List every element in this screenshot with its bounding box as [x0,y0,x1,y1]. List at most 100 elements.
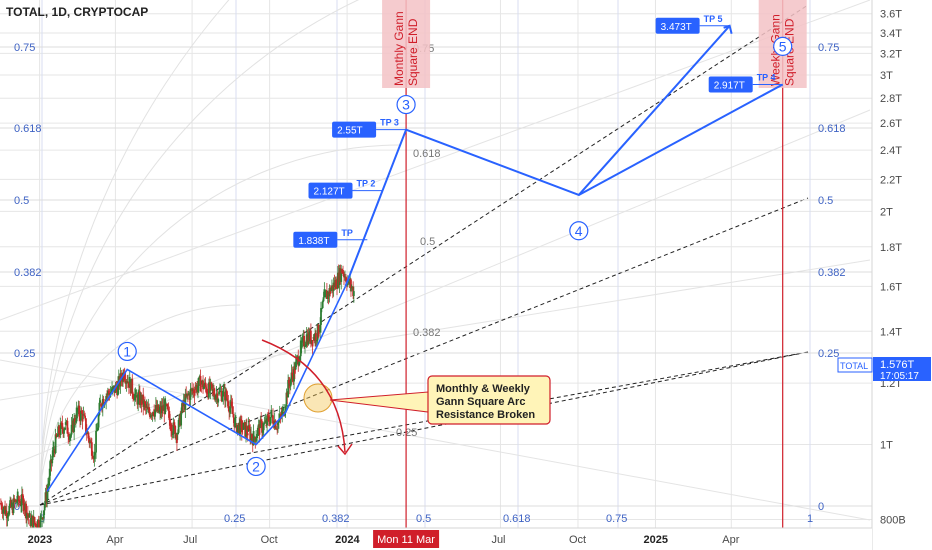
candle-body[interactable] [343,273,345,278]
candle-body[interactable] [204,382,207,388]
candle-body[interactable] [37,519,40,528]
candle-body[interactable] [73,417,76,432]
candle-body[interactable] [169,419,172,430]
candle-body[interactable] [258,424,261,435]
candle-body[interactable] [95,430,98,432]
candle-body[interactable] [74,421,77,423]
candle-body[interactable] [206,388,209,394]
candle-body[interactable] [289,379,292,387]
candle-body[interactable] [2,509,5,514]
candle-body[interactable] [19,501,22,506]
candle-body[interactable] [10,502,13,507]
candle-body[interactable] [218,391,220,395]
candle-body[interactable] [144,401,146,404]
candle-body[interactable] [232,413,235,418]
candle-body[interactable] [54,434,57,454]
candle-body[interactable] [25,503,28,519]
candle-body[interactable] [240,419,242,421]
candle-body[interactable] [34,523,37,525]
candle-body[interactable] [184,394,187,410]
candle-body[interactable] [76,411,79,413]
candle-body[interactable] [107,390,110,394]
candle-body[interactable] [173,422,176,426]
candle-body[interactable] [49,459,52,469]
candle-body[interactable] [287,379,290,398]
candle-body[interactable] [52,447,54,456]
candle-body[interactable] [149,415,152,418]
candle-body[interactable] [21,494,24,499]
candle-body[interactable] [246,433,249,436]
candle-body[interactable] [235,417,237,418]
candle-body[interactable] [281,410,284,417]
candle-body[interactable] [75,407,78,422]
candle-body[interactable] [154,410,156,417]
candle-body[interactable] [105,396,108,403]
candle-body[interactable] [342,270,344,274]
candle-body[interactable] [276,428,279,431]
candle-body[interactable] [223,385,226,389]
candle-body[interactable] [132,393,135,398]
candle-body[interactable] [59,422,62,435]
price-axis[interactable]: 3.6T 3.4T 3.2T 3T 2.8T 2.6T 2.4T 2.2T 2T 1.8T 1.6T… [880,9,906,527]
candle-body[interactable] [5,511,8,519]
candle-body[interactable] [262,423,265,431]
candle-body[interactable] [43,504,46,511]
candle-body[interactable] [167,409,170,412]
candle-body[interactable] [137,394,140,405]
candle-body[interactable] [255,437,258,442]
candle-body[interactable] [67,433,70,437]
candle-body[interactable] [6,516,9,519]
candle-body[interactable] [260,419,263,422]
candle-body[interactable] [15,501,18,503]
candle-body[interactable] [192,389,195,394]
candle-body[interactable] [303,335,306,347]
candle-body[interactable] [293,366,295,382]
candle-body[interactable] [209,382,212,391]
candle-body[interactable] [95,430,97,453]
candle-body[interactable] [133,394,136,401]
candle-body[interactable] [279,413,282,416]
candle-body[interactable] [63,427,66,430]
candle-body[interactable] [87,432,90,439]
candle-body[interactable] [227,401,230,409]
candle-body[interactable] [197,386,199,392]
candle-body[interactable] [165,404,167,407]
price-axis-background[interactable] [872,0,932,550]
candle-body[interactable] [216,393,219,403]
candle-body[interactable] [248,425,251,430]
candle-body[interactable] [93,451,96,460]
candle-body[interactable] [98,402,101,416]
candle-body[interactable] [263,422,266,424]
candle-body[interactable] [330,289,333,291]
candle-body[interactable] [259,419,262,429]
candle-body[interactable] [240,420,243,433]
candle-body[interactable] [170,424,173,435]
candle-body[interactable] [202,380,204,390]
candle-body[interactable] [274,420,277,429]
candle-body[interactable] [55,434,58,437]
candle-body[interactable] [220,391,223,401]
candle-body[interactable] [322,297,325,302]
candle-body[interactable] [12,498,15,514]
candle-body[interactable] [33,516,36,524]
candle-body[interactable] [120,373,123,380]
candle-body[interactable] [21,494,23,506]
candle-body[interactable] [176,432,179,435]
candle-body[interactable] [277,422,279,425]
candle-body[interactable] [18,499,21,502]
candle-body[interactable] [264,420,267,423]
candle-body[interactable] [202,386,205,390]
candle-body[interactable] [345,276,347,282]
candle-body[interactable] [340,269,343,282]
candle-body[interactable] [285,392,288,407]
candle-body[interactable] [165,404,168,405]
candle-body[interactable] [26,513,28,519]
candle-body[interactable] [157,404,160,413]
candle-body[interactable] [234,417,236,427]
candle-body[interactable] [304,344,307,347]
candle-body[interactable] [48,468,51,481]
candle-body[interactable] [26,513,29,516]
candle-body[interactable] [341,269,343,274]
candle-body[interactable] [329,288,332,294]
